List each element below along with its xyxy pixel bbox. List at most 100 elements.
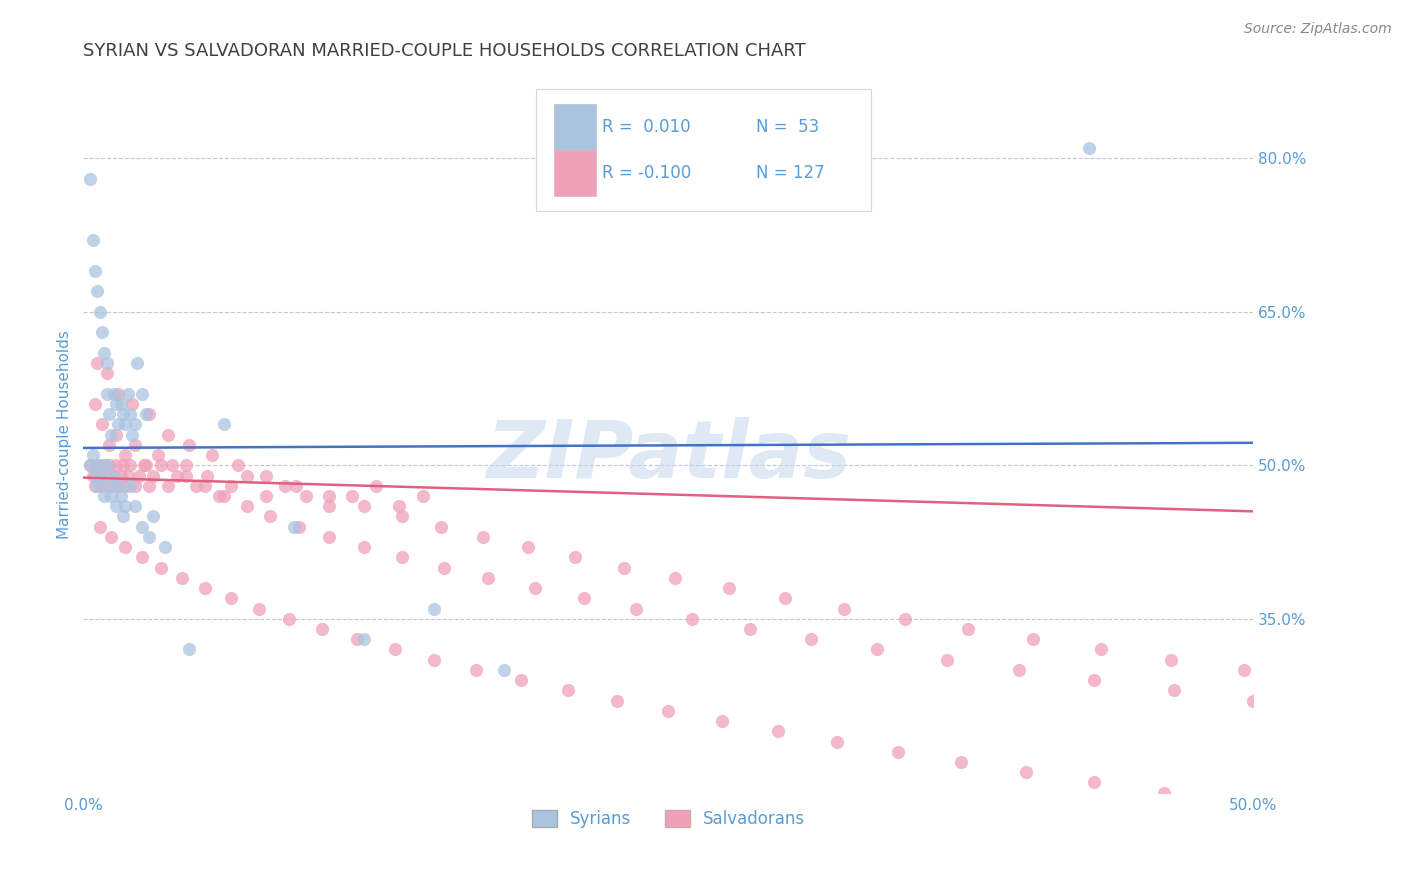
Point — [364, 479, 387, 493]
Point — [103, 386, 125, 401]
Point — [208, 489, 231, 503]
Point — [1078, 141, 1101, 155]
Point — [82, 448, 104, 462]
Point — [86, 285, 108, 299]
Point — [613, 560, 636, 574]
Point — [949, 755, 972, 769]
Point — [718, 581, 741, 595]
Point — [127, 356, 149, 370]
Point — [117, 468, 139, 483]
Point — [346, 632, 368, 647]
Point — [170, 571, 193, 585]
Point — [212, 417, 235, 432]
Point — [96, 366, 118, 380]
Point — [886, 745, 908, 759]
Point — [89, 519, 111, 533]
Point — [86, 479, 108, 493]
Point — [96, 458, 118, 473]
Point — [96, 356, 118, 370]
Point — [135, 407, 157, 421]
Point — [98, 438, 121, 452]
Point — [84, 468, 107, 483]
Point — [606, 693, 628, 707]
Point — [142, 468, 165, 483]
Point — [212, 489, 235, 503]
Point — [89, 458, 111, 473]
Point — [156, 427, 179, 442]
Point — [107, 417, 129, 432]
Point — [105, 397, 128, 411]
Point — [1153, 786, 1175, 800]
Point — [86, 356, 108, 370]
Point — [98, 458, 121, 473]
Point — [103, 468, 125, 483]
Point — [1090, 642, 1112, 657]
FancyBboxPatch shape — [554, 103, 596, 150]
Point — [138, 530, 160, 544]
Point — [195, 468, 218, 483]
Point — [138, 407, 160, 421]
Point — [353, 540, 375, 554]
Text: R =  0.010: R = 0.010 — [602, 118, 690, 136]
Point — [572, 591, 595, 606]
Point — [114, 448, 136, 462]
Point — [226, 458, 249, 473]
Text: N = 127: N = 127 — [756, 164, 825, 182]
Point — [134, 458, 156, 473]
Point — [768, 724, 790, 739]
Point — [156, 479, 179, 493]
Point — [124, 417, 146, 432]
Point — [477, 571, 499, 585]
Point — [107, 386, 129, 401]
Point — [1022, 632, 1045, 647]
Point — [100, 530, 122, 544]
Point — [86, 458, 108, 473]
Point — [91, 468, 114, 483]
Point — [160, 458, 183, 473]
Point — [564, 550, 586, 565]
Point — [93, 458, 115, 473]
FancyBboxPatch shape — [554, 151, 596, 196]
Text: N =  53: N = 53 — [756, 118, 820, 136]
Point — [388, 500, 411, 514]
Point — [120, 458, 142, 473]
Point — [153, 540, 176, 554]
Point — [131, 386, 153, 401]
Point — [112, 407, 135, 421]
Point — [93, 489, 115, 503]
Point — [138, 479, 160, 493]
Point — [465, 663, 488, 677]
Point — [1083, 673, 1105, 687]
Point — [89, 468, 111, 483]
Point — [174, 458, 197, 473]
Point — [384, 642, 406, 657]
Point — [1233, 663, 1256, 677]
Point — [79, 458, 101, 473]
Point — [494, 663, 516, 677]
Point — [89, 305, 111, 319]
Point — [112, 509, 135, 524]
Point — [100, 427, 122, 442]
Point — [91, 417, 114, 432]
Point — [84, 479, 107, 493]
Point — [166, 468, 188, 483]
Point — [114, 540, 136, 554]
Point — [935, 653, 957, 667]
Point — [509, 673, 531, 687]
Point — [124, 500, 146, 514]
Point — [318, 500, 340, 514]
Point — [285, 479, 308, 493]
Point — [149, 560, 172, 574]
Point — [98, 407, 121, 421]
Point — [825, 734, 848, 748]
Point — [353, 632, 375, 647]
Point — [430, 519, 453, 533]
Point — [114, 479, 136, 493]
Y-axis label: Married-couple Households: Married-couple Households — [58, 330, 72, 539]
Point — [84, 397, 107, 411]
Point — [657, 704, 679, 718]
Point — [79, 172, 101, 186]
Point — [865, 642, 887, 657]
FancyBboxPatch shape — [536, 89, 870, 211]
Point — [278, 612, 301, 626]
